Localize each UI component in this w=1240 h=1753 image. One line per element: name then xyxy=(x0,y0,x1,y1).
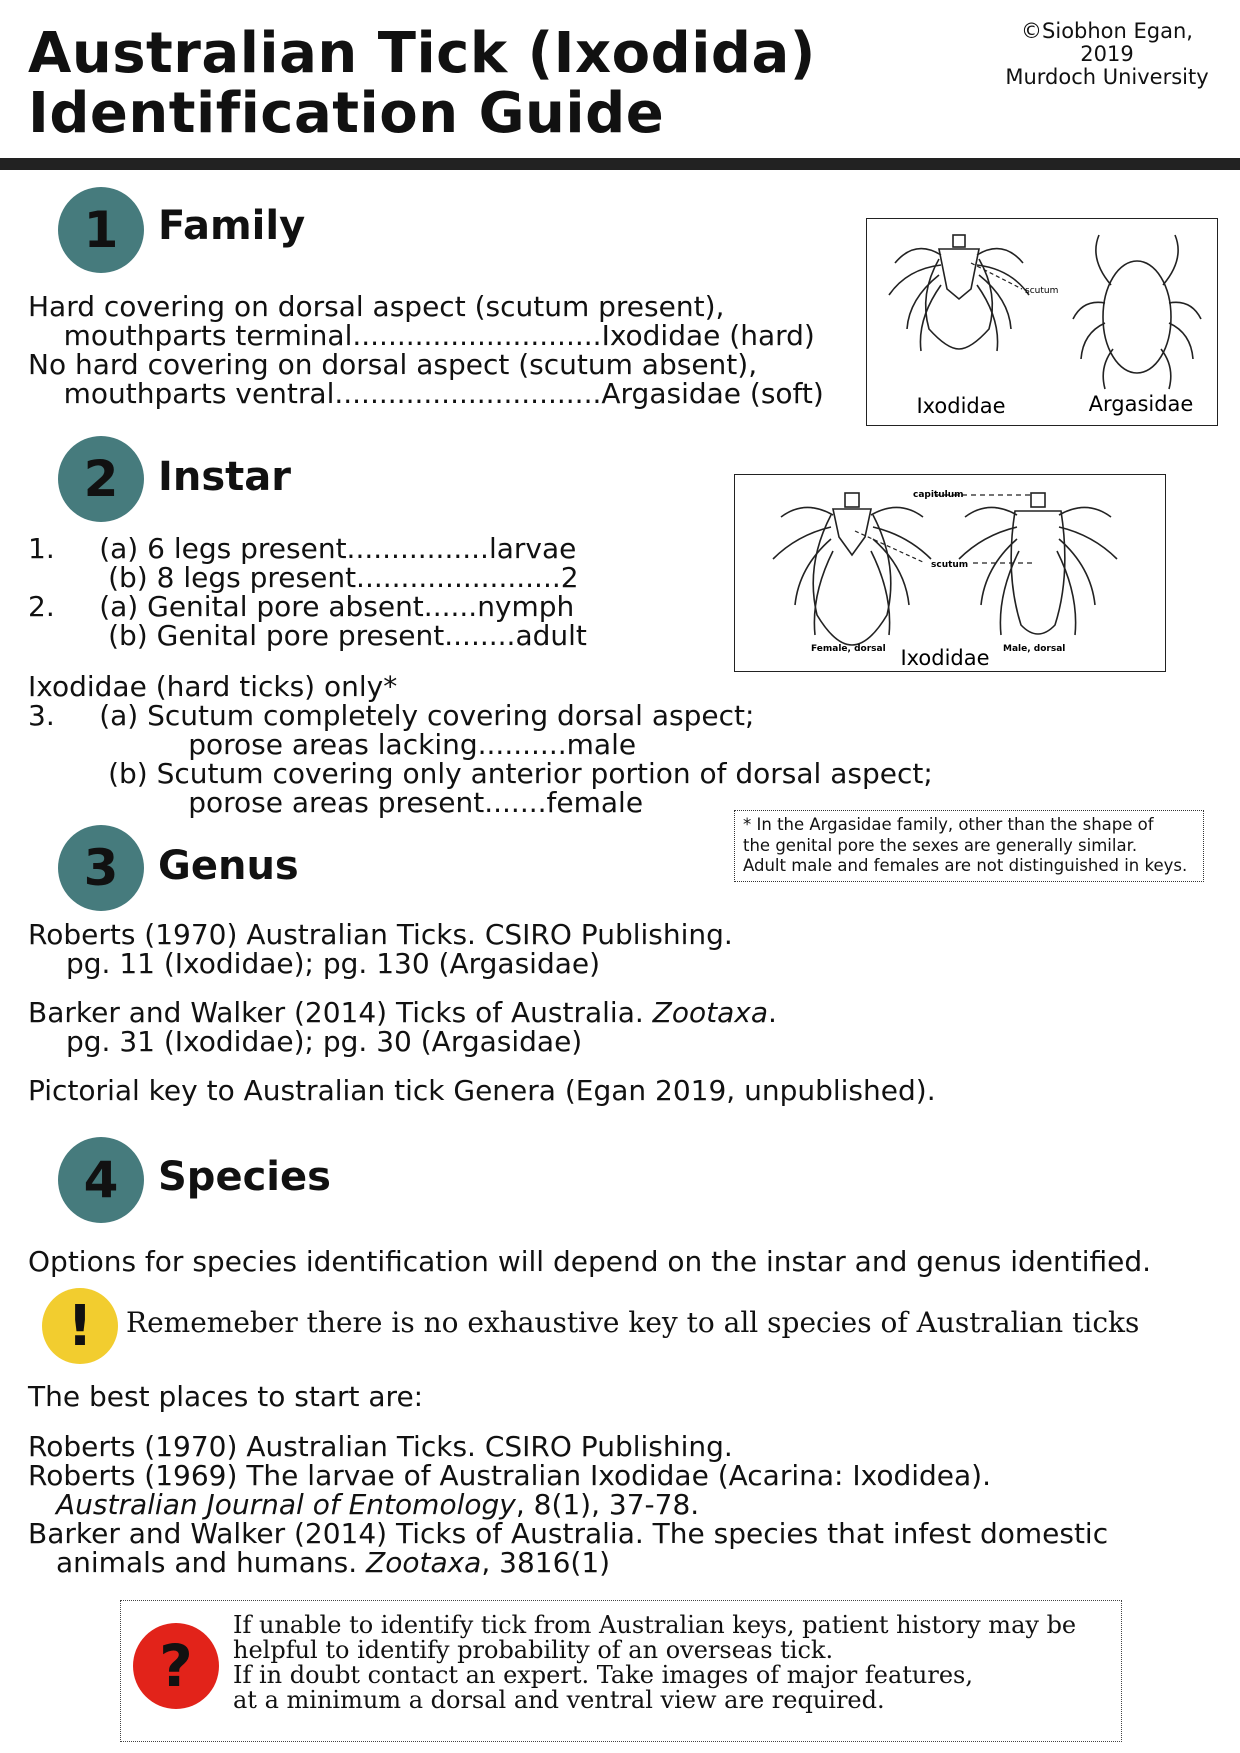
argasidae-label: Argasidae xyxy=(1089,392,1194,416)
section-3-number: 3 xyxy=(58,825,144,911)
instar-key: 1. (a) 6 legs present................lar… xyxy=(28,534,587,650)
instar-key-line: 2. (a) Genital pore absent......nymph xyxy=(28,590,575,623)
family-key-line: mouthparts terminal.....................… xyxy=(28,319,815,352)
help-line: If in doubt contact an expert. Take imag… xyxy=(233,1661,973,1689)
ixodid-tick-drawing xyxy=(888,234,1030,352)
help-line: If unable to identify tick from Australi… xyxy=(233,1611,1077,1639)
section-2-number: 2 xyxy=(58,436,144,522)
copyright-line-2: Murdoch University xyxy=(1005,65,1209,89)
species-intro: Options for species identification will … xyxy=(28,1245,1152,1278)
section-3-title: Genus xyxy=(158,843,299,889)
genus-ref-barker: Barker and Walker (2014) Ticks of Austra… xyxy=(28,996,777,1029)
male-dorsal-label: Male, dorsal xyxy=(1003,644,1065,654)
ixodid-key-line: (b) Scutum covering only anterior portio… xyxy=(28,757,933,790)
section-4-number: 4 xyxy=(58,1137,144,1223)
ixodid-sexes-illustration: capitulum scutum Female, dorsal Male, do… xyxy=(772,490,1118,670)
footnote-line: the genital pore the sexes are generally… xyxy=(743,835,1138,855)
ixodidae-caption: Ixodidae xyxy=(900,646,989,670)
ixodid-key-line: 3. (a) Scutum completely covering dorsal… xyxy=(28,699,755,732)
genus-ref-pictorial-key: Pictorial key to Australian tick Genera … xyxy=(28,1074,936,1107)
genus-ref-roberts: Roberts (1970) Australian Ticks. CSIRO P… xyxy=(28,918,733,951)
warning-text: Rememeber there is no exhaustive key to … xyxy=(126,1306,1140,1339)
ixodid-key-line: Ixodidae (hard ticks) only* xyxy=(28,670,398,703)
help-box: ? If unable to identify tick from Austra… xyxy=(120,1600,1122,1742)
title-line-2: Identification Guide xyxy=(28,81,665,146)
question-icon: ? xyxy=(133,1623,219,1709)
help-line: at a minimum a dorsal and ventral view a… xyxy=(233,1686,885,1714)
male-tick-drawing xyxy=(958,492,1118,636)
instar-figure: capitulum scutum Female, dorsal Male, do… xyxy=(734,474,1166,672)
family-figure: scutum Ixodidae Argasidae xyxy=(866,218,1218,426)
species-references: Roberts (1970) Australian Ticks. CSIRO P… xyxy=(28,1432,1108,1577)
instar-key-line: 1. (a) 6 legs present................lar… xyxy=(28,532,577,565)
capitulum-label: capitulum xyxy=(913,490,964,500)
section-4-title: Species xyxy=(158,1154,331,1200)
species-ref-barker-journal: animals and humans. Zootaxa, 3816(1) xyxy=(56,1546,611,1579)
species-ref-roberts-1969-journal: Australian Journal of Entomology, 8(1), … xyxy=(56,1488,700,1521)
scutum-label: scutum xyxy=(1025,286,1058,296)
section-2-title: Instar xyxy=(158,454,292,500)
genus-ref-roberts-pages: pg. 11 (Ixodidae); pg. 130 (Argasidae) xyxy=(66,947,601,980)
family-tick-illustration: scutum Ixodidae Argasidae xyxy=(888,234,1202,418)
species-ref-roberts-1969: Roberts (1969) The larvae of Australian … xyxy=(28,1459,991,1492)
copyright-line-1: ©Siobhon Egan, 2019 xyxy=(1021,19,1193,66)
instar-key-line: (b) 8 legs present......................… xyxy=(28,561,579,594)
header-rule xyxy=(0,158,1240,170)
family-key: Hard covering on dorsal aspect (scutum p… xyxy=(28,292,824,408)
best-places-heading: The best places to start are: xyxy=(28,1380,424,1413)
ixodid-sex-key: Ixodidae (hard ticks) only* 3. (a) Scutu… xyxy=(28,672,933,817)
instar-key-line: (b) Genital pore present........adult xyxy=(28,619,587,652)
page-title: Australian Tick (Ixodida) Identification… xyxy=(28,24,816,144)
genus-references: Roberts (1970) Australian Ticks. CSIRO P… xyxy=(28,920,936,1105)
section-1-number: 1 xyxy=(58,187,144,273)
argasidae-footnote: * In the Argasidae family, other than th… xyxy=(734,810,1204,882)
family-key-line: mouthparts ventral......................… xyxy=(28,377,824,410)
ixodid-key-line: porose areas present.......female xyxy=(28,786,644,819)
species-ref-roberts-1970: Roberts (1970) Australian Ticks. CSIRO P… xyxy=(28,1430,733,1463)
footnote-line: Adult male and females are not distingui… xyxy=(743,856,1188,875)
warning-icon: ! xyxy=(42,1288,118,1364)
ixodidae-label: Ixodidae xyxy=(916,394,1005,418)
help-line: helpful to identify probability of an ov… xyxy=(233,1636,834,1664)
help-text: If unable to identify tick from Australi… xyxy=(233,1613,1076,1713)
title-line-1: Australian Tick (Ixodida) xyxy=(28,21,816,86)
copyright: ©Siobhon Egan, 2019 Murdoch University xyxy=(992,20,1222,89)
female-tick-drawing xyxy=(772,492,932,646)
species-ref-barker: Barker and Walker (2014) Ticks of Austra… xyxy=(28,1517,1109,1550)
footnote-line: * In the Argasidae family, other than th… xyxy=(743,815,1154,834)
section-1-title: Family xyxy=(158,203,306,249)
female-dorsal-label: Female, dorsal xyxy=(811,644,886,654)
argasid-tick-drawing xyxy=(1072,234,1202,390)
family-key-line: Hard covering on dorsal aspect (scutum p… xyxy=(28,290,725,323)
genus-ref-barker-pages: pg. 31 (Ixodidae); pg. 30 (Argasidae) xyxy=(66,1025,583,1058)
scutum-label: scutum xyxy=(931,560,968,570)
family-key-line: No hard covering on dorsal aspect (scutu… xyxy=(28,348,758,381)
ixodid-key-line: porose areas lacking..........male xyxy=(28,728,637,761)
